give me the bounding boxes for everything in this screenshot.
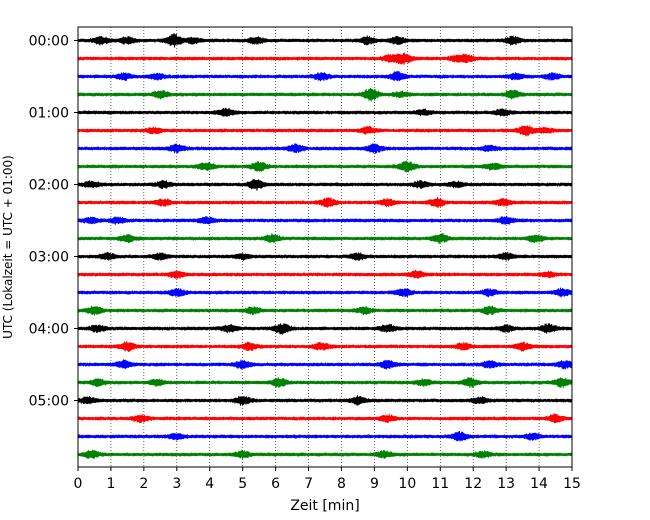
trace-0530 (77, 430, 573, 442)
x-axis: 0 1 2 3 4 5 6 7 8 9 10 11 12 13 14 15 (74, 467, 581, 492)
trace-0430 (77, 359, 573, 370)
trace-0500 (77, 395, 573, 406)
trace-0400 (77, 323, 573, 335)
x-tick-label: 10 (398, 476, 416, 492)
y-tick-label: 03:00 (29, 250, 69, 266)
trace-0115 (77, 125, 573, 137)
y-tick-label: 01:00 (29, 106, 69, 122)
y-axis: 00:00 01:00 02:00 03:00 04:00 05:00 (29, 34, 78, 410)
trace-0130 (77, 143, 573, 154)
trace-0315 (77, 269, 573, 279)
trace-0515 (77, 413, 573, 424)
x-tick-label: 9 (370, 476, 379, 492)
y-axis-label: UTC (Lokalzeit = UTC + 01:00) (1, 155, 15, 339)
trace-0045 (77, 87, 573, 102)
y-tick-label: 02:00 (29, 178, 69, 194)
trace-0015 (77, 52, 573, 65)
x-tick-label: 13 (497, 476, 515, 492)
trace-0300 (77, 251, 573, 262)
trace-0345 (77, 305, 573, 316)
trace-0100 (77, 107, 573, 117)
trace-0215 (77, 197, 573, 209)
trace-0245 (77, 233, 573, 245)
trace-0230 (77, 215, 573, 226)
x-tick-label: 6 (271, 476, 280, 492)
x-tick-label: 7 (304, 476, 313, 492)
y-tick-label: 00:00 (29, 34, 69, 50)
x-tick-label: 1 (106, 476, 115, 492)
x-tick-label: 14 (530, 476, 548, 492)
trace-0030 (77, 70, 573, 82)
x-tick-label: 8 (337, 476, 346, 492)
y-tick-label: 05:00 (29, 394, 69, 410)
trace-0545 (77, 449, 573, 460)
x-tick-label: 2 (139, 476, 148, 492)
x-tick-label: 11 (431, 476, 449, 492)
y-tick-label: 04:00 (29, 322, 69, 338)
trace-0145 (77, 160, 573, 173)
trace-0200 (77, 178, 573, 191)
trace-0330 (77, 287, 573, 298)
trace-0415 (77, 340, 573, 352)
x-axis-label: Zeit [min] (290, 498, 359, 514)
plot-area (78, 27, 572, 467)
x-tick-label: 15 (563, 476, 581, 492)
x-tick-label: 5 (238, 476, 247, 492)
x-tick-label: 4 (205, 476, 214, 492)
x-tick-label: 0 (74, 476, 83, 492)
plot-frame (77, 26, 573, 468)
trace-0000 (77, 33, 573, 48)
x-tick-label: 12 (464, 476, 482, 492)
vertical-grid (110, 27, 540, 467)
trace-0445 (77, 377, 573, 388)
seismogram-traces (77, 33, 573, 460)
x-tick-label: 3 (172, 476, 181, 492)
